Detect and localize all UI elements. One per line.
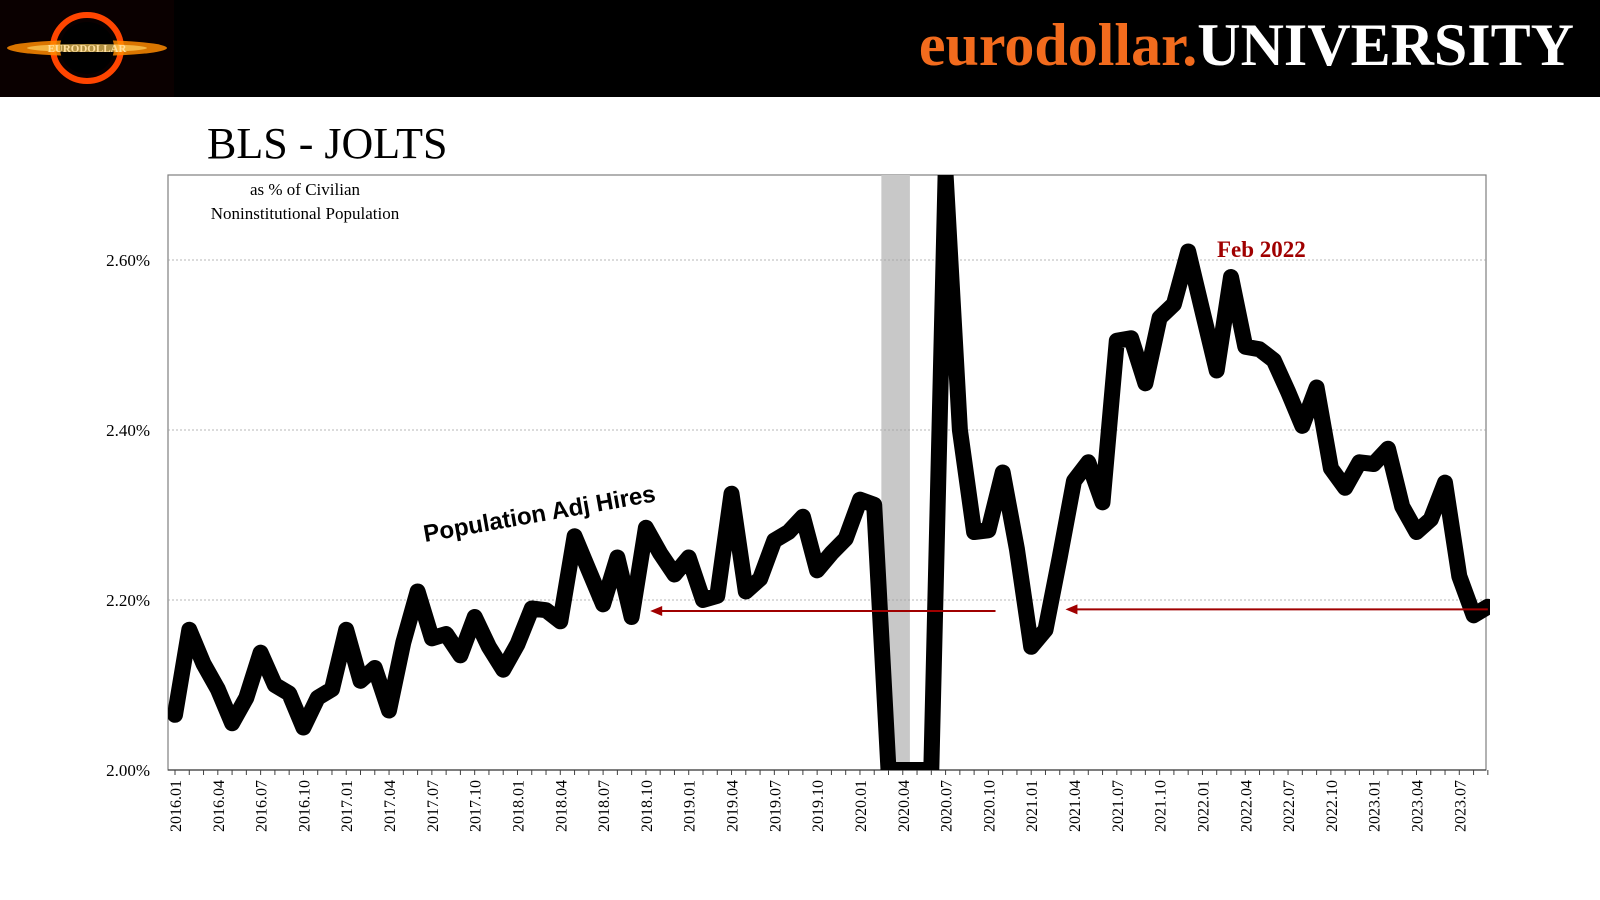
x-tick-label: 2020.10 [981,780,998,832]
x-tick-label: 2018.10 [639,780,656,832]
x-tick-label: 2022.04 [1238,780,1255,832]
brand-wordmark: eurodollar.UNIVERSITY [919,10,1574,80]
x-tick-label: 2018.01 [510,780,527,832]
x-tick-label: 2016.04 [211,780,228,832]
x-tick-label: 2022.07 [1281,780,1298,832]
y-tick-label: 2.20% [106,591,150,610]
x-tick-label: 2020.07 [939,780,956,832]
x-tick-label: 2018.04 [553,780,570,832]
eurodollar-logo: EURODOLLAR [0,0,174,97]
x-tick-label: 2022.10 [1324,780,1341,832]
chart-subtitle-line1: as % of Civilian [249,180,360,199]
series-line-population-adj-hires [168,175,1490,770]
x-tick-label: 2019.07 [767,780,784,832]
x-tick-label: 2017.10 [468,780,485,832]
x-tick-label: 2023.04 [1409,780,1426,832]
chart-title: BLS - JOLTS [207,119,448,168]
x-tick-label: 2016.10 [296,780,313,832]
chart-subtitle-line2: Noninstitutional Population [210,204,400,223]
x-tick-label: 2017.04 [382,780,399,832]
header-bar: EURODOLLAR eurodollar.UNIVERSITY [0,0,1600,97]
x-tick-label: 2018.07 [596,780,613,832]
x-tick-label: 2022.01 [1195,780,1212,832]
annotation-feb-2022: Feb 2022 [1217,237,1306,262]
annotation-population-adj-hires: Population Adj Hires [421,480,657,547]
brand-part-eurodollar: eurodollar. [918,12,1198,78]
x-tick-label: 2019.01 [682,780,699,832]
x-tick-label: 2023.01 [1367,780,1384,832]
x-tick-label: 2020.04 [896,780,913,832]
reference-arrow-head [650,606,663,617]
y-tick-label: 2.60% [106,251,150,270]
reference-arrow-head [1065,604,1078,615]
x-tick-label: 2021.07 [1110,780,1127,832]
x-tick-label: 2021.10 [1153,780,1170,832]
x-tick-label: 2017.07 [425,780,442,832]
svg-text:EURODOLLAR: EURODOLLAR [48,43,128,55]
x-tick-label: 2020.01 [853,780,870,832]
x-tick-label: 2021.01 [1024,780,1041,832]
brand-part-university: UNIVERSITY [1197,12,1574,78]
x-tick-label: 2019.10 [810,780,827,832]
x-tick-label: 2019.04 [725,780,742,832]
y-tick-label: 2.40% [106,421,150,440]
x-tick-label: 2016.07 [254,780,271,832]
y-tick-label: 2.00% [106,761,150,780]
x-tick-label: 2016.01 [168,780,185,832]
x-tick-label: 2023.07 [1452,780,1469,832]
chart-subtitle: as % of Civilian Noninstitutional Popula… [185,178,425,226]
x-tick-label: 2021.04 [1067,780,1084,832]
x-tick-label: 2017.01 [339,780,356,832]
